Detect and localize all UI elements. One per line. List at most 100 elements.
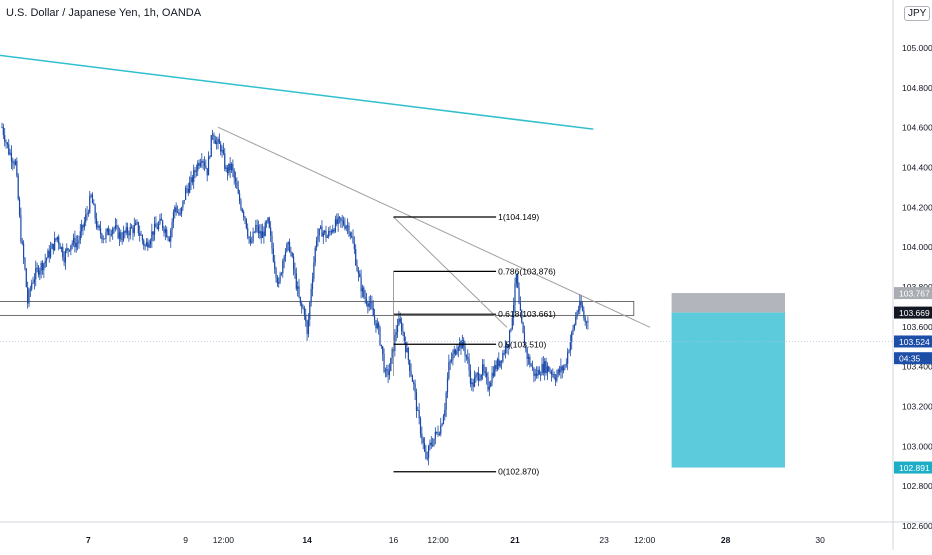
candle-body [546, 366, 548, 374]
support-zone[interactable] [0, 301, 635, 316]
candle-body [487, 376, 489, 390]
candle-body [548, 366, 550, 372]
candle-body [21, 241, 23, 244]
candle-body [303, 308, 305, 315]
candle-body [383, 353, 385, 372]
candle-body [494, 364, 496, 376]
candle-body [162, 220, 164, 229]
price-tag-label: 103.767 [899, 288, 930, 298]
price-tag-box [894, 287, 932, 300]
candle-body [457, 346, 459, 352]
candle-body [460, 341, 462, 349]
candle-body [224, 153, 226, 169]
candle-body [228, 163, 230, 173]
candle-body [252, 231, 254, 242]
candle-body [275, 268, 277, 278]
candle-body [550, 371, 553, 375]
candle-body [542, 363, 544, 373]
candle-body [473, 377, 476, 387]
candle-body [144, 245, 146, 247]
candle-body [272, 248, 274, 262]
candle-body [168, 238, 170, 242]
time-tick-label: 9 [183, 535, 188, 545]
candle-body [74, 237, 76, 248]
candle-body [245, 218, 247, 229]
candle-body [163, 228, 165, 233]
candle-body [401, 322, 403, 331]
candle-body [191, 177, 193, 183]
time-tick-label: 12:00 [634, 535, 656, 545]
currency-badge[interactable]: JPY [904, 6, 931, 21]
candle-body [510, 328, 512, 331]
candle-body [97, 225, 99, 228]
candle-body [311, 278, 314, 289]
candle-body [23, 243, 25, 259]
candle-body [477, 373, 480, 381]
candle-body [315, 240, 318, 248]
candle-body [307, 319, 310, 335]
candle-body [72, 237, 75, 244]
candle-body [176, 212, 179, 214]
candle-body [284, 251, 287, 257]
candle-body [479, 378, 481, 381]
candle-body [32, 282, 34, 284]
candle-body [522, 322, 524, 333]
candle-body [261, 231, 264, 238]
candle-body [490, 382, 492, 387]
candle-body [456, 351, 458, 355]
time-tick-label: 14 [302, 535, 312, 545]
candle-body [379, 327, 381, 345]
candle-body [214, 139, 216, 144]
candle-body [225, 167, 227, 169]
candle-body [299, 296, 301, 304]
trendline-3[interactable] [393, 216, 508, 328]
trendline-1[interactable] [0, 51, 594, 130]
candle-body [430, 442, 432, 445]
candle-body [179, 213, 181, 215]
candle-body [428, 446, 430, 458]
candle-body [270, 227, 272, 236]
candle-body [63, 257, 65, 263]
candle-body [206, 168, 208, 176]
candle-body [268, 217, 270, 228]
candle-body [110, 234, 112, 235]
candle-body [195, 170, 197, 173]
candle-body [467, 357, 469, 359]
trendline-2[interactable] [217, 126, 651, 328]
candle-body [253, 231, 256, 233]
price-tag-label: 102.891 [899, 463, 930, 473]
candle-body [309, 302, 311, 320]
candle-body [390, 358, 392, 372]
candle-body [313, 262, 315, 279]
candle-body [118, 232, 121, 239]
price-tick-label: 104.400 [902, 163, 932, 173]
candle-body [1, 127, 3, 128]
candle-body [186, 188, 188, 190]
candle-body [125, 227, 127, 233]
candle-body [337, 216, 339, 225]
candle-body [267, 217, 269, 223]
candle-body [380, 344, 382, 347]
candle-body [436, 431, 438, 433]
candle-body [40, 262, 42, 271]
candle-body [475, 374, 477, 378]
candle-body [10, 152, 13, 162]
candle-body [243, 211, 245, 217]
candle-body [372, 308, 374, 317]
candle-body [464, 346, 466, 356]
price-axis[interactable]: 105.000 104.800 104.600 104.400 104.200 104.0… [902, 43, 932, 531]
candle-body [417, 410, 419, 412]
candle-body [95, 218, 98, 228]
candle-body [185, 188, 187, 200]
candle-body [279, 274, 281, 282]
candle-body [495, 364, 497, 370]
candle-body [259, 231, 261, 234]
candle-body [58, 236, 60, 244]
candle-body [405, 341, 407, 353]
stop-loss-zone[interactable] [671, 293, 785, 313]
candle-body [121, 239, 123, 241]
price-tick-label: 104.600 [902, 123, 932, 133]
take-profit-zone[interactable] [671, 312, 785, 468]
